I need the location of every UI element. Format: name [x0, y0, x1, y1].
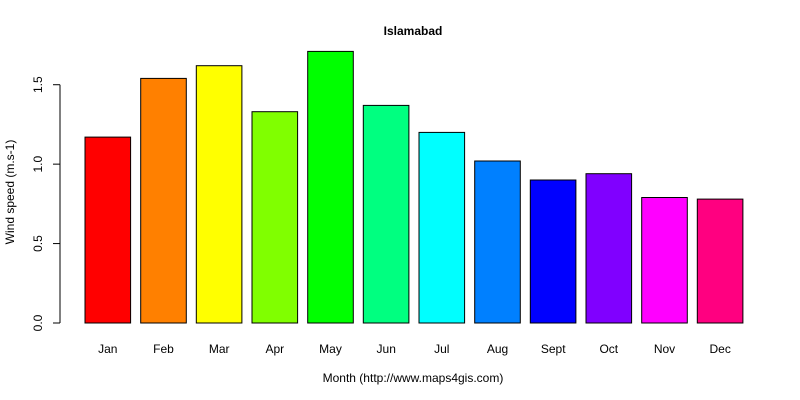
x-tick-labels: Jan Feb Mar Apr May Jun Jul Aug Sept Oct Nov Dec: [98, 342, 731, 356]
y-axis-label: Wind speed (m.s-1): [3, 140, 17, 245]
chart-title: Islamabad: [384, 24, 443, 38]
x-axis-label: Month (http://www.maps4gis.com): [323, 371, 504, 385]
x-tick-label: Oct: [599, 342, 618, 356]
y-axis: 0.0 0.5 1.0 1.5: [31, 76, 61, 331]
bar-aug: [474, 160, 521, 324]
x-tick-label: Aug: [487, 342, 508, 356]
bar-feb: [140, 77, 187, 324]
bar-oct: [585, 173, 633, 324]
y-tick-label: 1.5: [31, 76, 45, 93]
x-tick-label: Jul: [434, 342, 449, 356]
bar-sept: [529, 179, 577, 324]
x-tick-label: Feb: [153, 342, 174, 356]
bar-jun: [362, 104, 410, 324]
x-tick-label: Jan: [98, 342, 117, 356]
y-tick-label: 0.0: [31, 314, 45, 331]
x-tick-label: Jun: [377, 342, 396, 356]
bars-group: [84, 50, 744, 324]
bar-may: [307, 50, 354, 324]
bar-nov: [641, 197, 688, 324]
bar-dec: [696, 198, 744, 324]
x-tick-label: Sept: [541, 342, 566, 356]
y-tick-label: 0.5: [31, 235, 45, 252]
x-tick-label: May: [319, 342, 342, 356]
x-tick-label: Nov: [654, 342, 675, 356]
bar-jan: [84, 136, 132, 324]
x-tick-label: Mar: [209, 342, 230, 356]
x-tick-label: Dec: [710, 342, 731, 356]
x-tick-label: Apr: [265, 342, 284, 356]
bar-jul: [418, 131, 466, 324]
bar-apr: [251, 111, 299, 324]
bar-mar: [195, 65, 243, 324]
y-tick-label: 1.0: [31, 155, 45, 172]
